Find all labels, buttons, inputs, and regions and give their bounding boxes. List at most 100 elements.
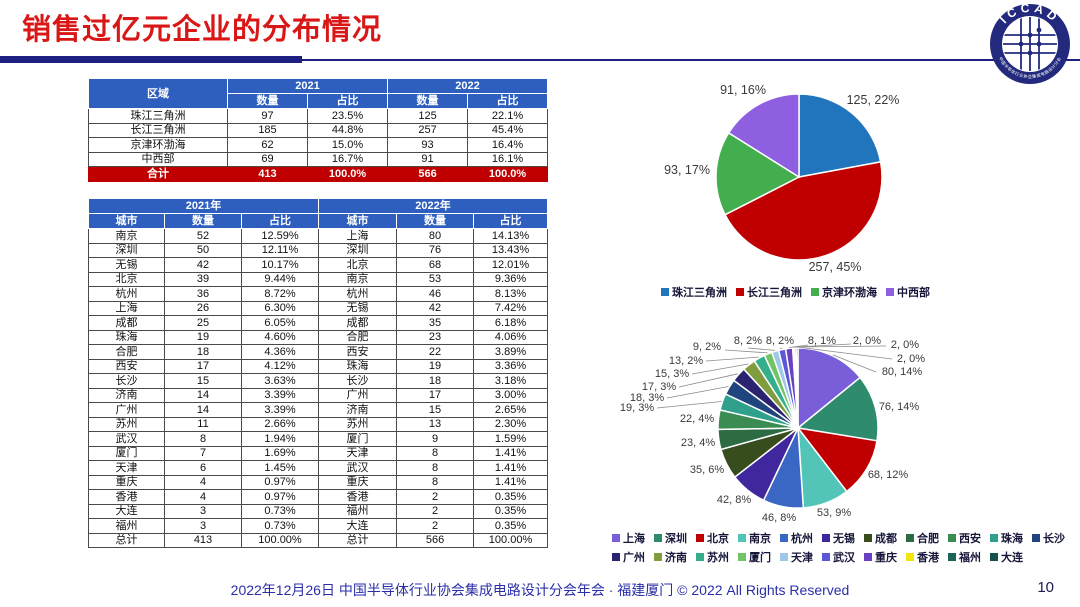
table-cell: 0.35%: [473, 518, 549, 534]
table-cell: 大连: [318, 518, 398, 534]
table-cell: 8: [396, 460, 475, 476]
table-cell: 0.35%: [473, 503, 549, 519]
count-header-cell: 数量: [227, 93, 308, 109]
table-cell: 4.36%: [240, 344, 320, 360]
table-cell: 重庆: [88, 474, 165, 490]
legend-swatch: [696, 534, 704, 542]
year-header-cell: 2022年: [318, 198, 549, 214]
legend-swatch: [612, 553, 620, 561]
table-cell: 大连: [88, 503, 165, 519]
table-cell: 4.60%: [240, 329, 320, 345]
region-pie-legend: 珠江三角洲 长江三角洲 京津环渤海 中西部: [600, 284, 1000, 300]
pie-data-label: 8, 2%: [765, 335, 795, 347]
table-row: 天津 6 1.45% 武汉 8 1.41%: [88, 460, 549, 476]
table-cell: 52: [164, 228, 242, 244]
table-cell: 武汉: [318, 460, 398, 476]
label-leader-line: [747, 347, 775, 351]
table-cell: 香港: [318, 489, 398, 505]
table-cell: 广州: [88, 402, 165, 418]
pie-data-label: 42, 8%: [716, 494, 752, 506]
legend-label: 成都: [875, 533, 897, 545]
label-leader-line: [788, 344, 809, 348]
table-cell: 15.0%: [306, 137, 389, 153]
legend-swatch: [864, 534, 872, 542]
table-cell: 6.30%: [240, 300, 320, 316]
legend-item-上海: 上海: [612, 530, 645, 546]
table-cell: 成都: [88, 315, 165, 331]
pie-data-label: 18, 3%: [629, 392, 665, 404]
pie-slice-中西部: [727, 93, 800, 179]
legend-item-珠海: 珠海: [990, 530, 1023, 546]
legend-item-珠江三角洲: 珠江三角洲: [661, 284, 727, 300]
city-table-year-row: 2021年 2022年: [87, 198, 549, 214]
legend-item-深圳: 深圳: [654, 530, 687, 546]
pie-data-label: 19, 3%: [619, 402, 655, 414]
table-cell: 14: [164, 387, 242, 403]
legend-swatch: [736, 288, 744, 296]
table-cell: 1.69%: [240, 445, 320, 461]
table-cell: 总计: [88, 532, 165, 548]
table-row: 长江三角洲 185 44.8% 257 45.4%: [88, 122, 549, 138]
pie-data-label: 13, 2%: [668, 355, 704, 367]
table-cell: 12.11%: [240, 242, 320, 258]
table-cell: 西安: [318, 344, 398, 360]
legend-label: 上海: [623, 533, 645, 545]
table-cell: 8.72%: [240, 286, 320, 302]
table-cell: 京津环渤海: [88, 137, 228, 153]
table-cell: 武汉: [88, 431, 165, 447]
table-cell: 3: [164, 503, 242, 519]
legend-label: 济南: [665, 552, 687, 564]
table-cell: 566: [396, 532, 475, 548]
table-cell: 9: [396, 431, 475, 447]
table-cell: 天津: [318, 445, 398, 461]
legend-label: 广州: [623, 552, 645, 564]
city-header-cell: 城市: [88, 213, 165, 229]
table-cell: 济南: [88, 387, 165, 403]
table-cell: 17: [164, 358, 242, 374]
table-cell: 济南: [318, 402, 398, 418]
legend-item-成都: 成都: [864, 530, 897, 546]
table-cell: 69: [227, 151, 308, 167]
city-pie-chart: [656, 343, 893, 509]
table-cell: 7: [164, 445, 242, 461]
legend-label: 福州: [959, 552, 981, 564]
table-cell: 44.8%: [306, 122, 389, 138]
legend-item-天津: 天津: [780, 549, 813, 565]
table-cell: 珠江三角洲: [88, 108, 228, 124]
table-cell: 天津: [88, 460, 165, 476]
legend-item-大连: 大连: [990, 549, 1023, 565]
legend-swatch: [811, 288, 819, 296]
legend-swatch: [780, 534, 788, 542]
legend-swatch: [906, 534, 914, 542]
pie-data-label: 17, 3%: [641, 381, 677, 393]
pie-slice-京津环渤海: [715, 131, 801, 216]
legend-row: 上海 深圳 北京 南京 杭州 无锡 成都 合肥 西安 珠海 长沙: [612, 530, 1072, 546]
table-cell: 苏州: [318, 416, 398, 432]
table-cell: 566: [387, 166, 469, 182]
table-cell: 22: [396, 344, 475, 360]
share-header-cell: 占比: [467, 93, 549, 109]
table-cell: 西安: [88, 358, 165, 374]
logo-circuit-dots: [1018, 27, 1042, 56]
table-cell: 2: [396, 489, 475, 505]
page-title: 销售过亿元企业的分布情况: [22, 14, 383, 46]
table-cell: 26: [164, 300, 242, 316]
table-cell: 长沙: [88, 373, 165, 389]
legend-item-福州: 福州: [948, 549, 981, 565]
share-header-cell: 占比: [473, 213, 549, 229]
legend-label: 合肥: [917, 533, 939, 545]
table-cell: 19: [164, 329, 242, 345]
table-cell: 45.4%: [467, 122, 549, 138]
pie-data-label: 23, 4%: [680, 437, 716, 449]
legend-label: 长江三角洲: [747, 287, 802, 299]
table-cell: 3.89%: [473, 344, 549, 360]
table-cell: 18: [396, 373, 475, 389]
legend-label: 北京: [707, 533, 729, 545]
label-leader-line: [724, 349, 768, 354]
table-cell: 14: [164, 402, 242, 418]
legend-swatch: [948, 553, 956, 561]
table-cell: 0.97%: [240, 474, 320, 490]
table-cell: 100.00%: [473, 532, 549, 548]
legend-label: 天津: [791, 552, 813, 564]
table-cell: 广州: [318, 387, 398, 403]
